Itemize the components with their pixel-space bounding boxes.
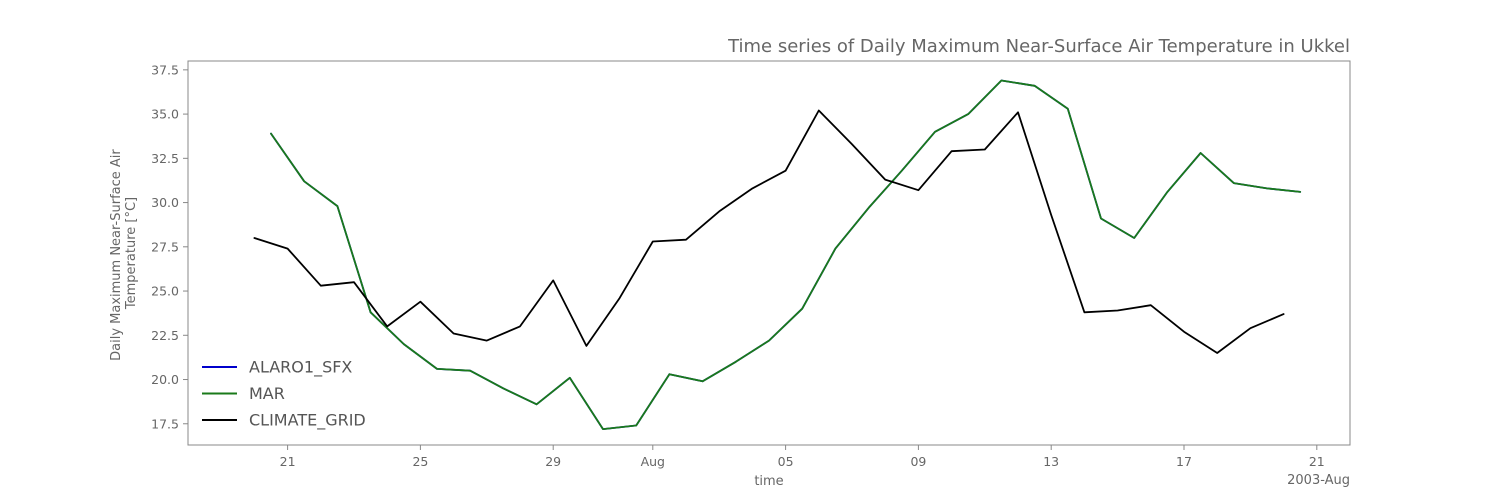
x-tick-label: 25 bbox=[412, 454, 428, 469]
chart-title: Time series of Daily Maximum Near-Surfac… bbox=[727, 36, 1350, 57]
x-tick-label: 13 bbox=[1043, 454, 1059, 469]
legend-label-climate-grid: CLIMATE_GRID bbox=[249, 411, 366, 431]
x-axis: 21 25 29 Aug 05 09 13 17 21 bbox=[280, 445, 1325, 469]
y-axis: 17.5 20.0 22.5 25.0 27.5 30.0 32.5 35.0 37.5 bbox=[151, 62, 188, 431]
y-tick-label: 32.5 bbox=[151, 151, 179, 166]
y-tick-label: 20.0 bbox=[151, 372, 179, 387]
x-tick-label: 21 bbox=[1309, 454, 1325, 469]
series-line-mar bbox=[270, 79, 1302, 431]
x-axis-offset-label: 2003-Aug bbox=[1287, 473, 1350, 488]
y-axis-label: Daily Maximum Near-Surface Air Temperatu… bbox=[109, 145, 139, 361]
x-tick-label: 29 bbox=[545, 454, 561, 469]
y-axis-label-line-1: Daily Maximum Near-Surface Air bbox=[109, 149, 124, 361]
y-tick-label: 27.5 bbox=[151, 239, 179, 254]
legend-label-alaro1-sfx: ALARO1_SFX bbox=[249, 358, 352, 378]
y-axis-label-line-2: Temperature [°C] bbox=[124, 197, 139, 310]
y-tick-label: 35.0 bbox=[151, 107, 179, 122]
x-tick-label: 17 bbox=[1176, 454, 1192, 469]
plot-frame bbox=[187, 60, 1351, 446]
x-tick-label: 09 bbox=[910, 454, 926, 469]
x-tick-label: Aug bbox=[641, 454, 665, 469]
y-tick-label: 30.0 bbox=[151, 195, 179, 210]
y-tick-label: 22.5 bbox=[151, 328, 179, 343]
series-line-alaro1-sfx bbox=[270, 79, 1302, 431]
series-layer bbox=[253, 79, 1302, 431]
x-axis-label: time bbox=[754, 474, 783, 489]
y-tick-label: 25.0 bbox=[151, 284, 179, 299]
series-line-climate-grid bbox=[253, 109, 1285, 354]
y-tick-label: 17.5 bbox=[151, 416, 179, 431]
legend: ALARO1_SFX MAR CLIMATE_GRID bbox=[202, 358, 366, 431]
legend-label-mar: MAR bbox=[249, 384, 285, 403]
x-tick-label: 21 bbox=[280, 454, 296, 469]
y-tick-label: 37.5 bbox=[151, 62, 179, 77]
x-tick-label: 05 bbox=[778, 454, 794, 469]
